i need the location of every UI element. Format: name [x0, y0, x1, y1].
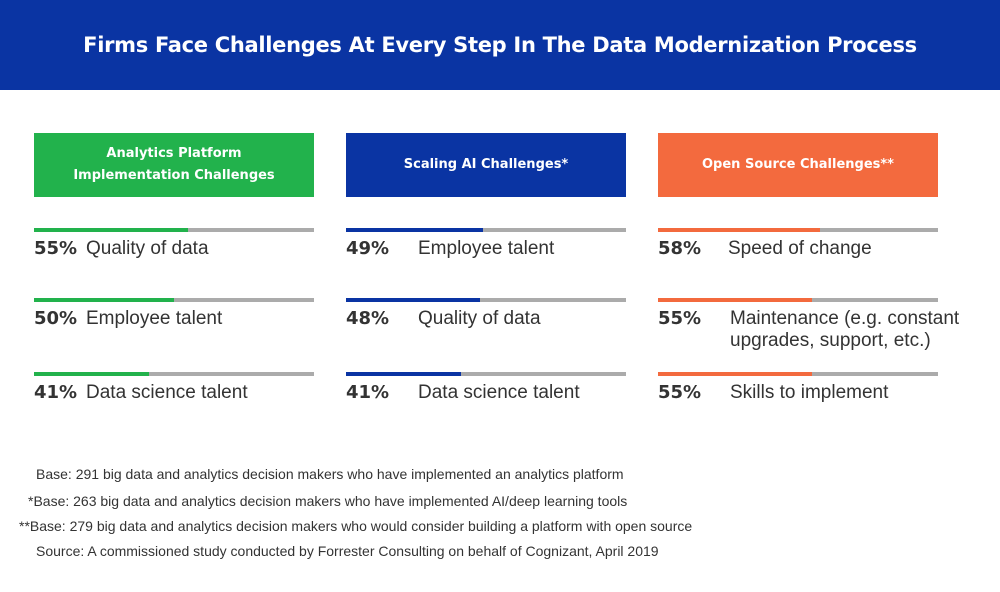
bar	[346, 228, 484, 232]
page-title: Firms Face Challenges At Every Step In T…	[83, 33, 917, 57]
category-label: Speed of change	[728, 238, 872, 259]
bar-track	[346, 228, 626, 232]
category-label: Maintenance (e.g. constant upgrades, sup…	[730, 308, 960, 351]
chart-title-analytics-platform: Analytics Platform Implementation Challe…	[34, 133, 314, 197]
data-label: 55%	[34, 238, 78, 259]
bar-track	[346, 298, 626, 302]
bar	[658, 228, 821, 232]
bar	[34, 298, 174, 302]
bar-track	[34, 298, 314, 302]
data-label: 41%	[346, 382, 390, 403]
footnote-base-open-source: **Base: 279 big data and analytics decis…	[19, 518, 693, 534]
category-label: Quality of data	[418, 308, 541, 329]
bar-track	[34, 372, 314, 376]
bar	[658, 372, 812, 376]
data-label: 49%	[346, 238, 390, 259]
chart-title-open-source: Open Source Challenges**	[658, 133, 938, 197]
data-label: 58%	[658, 238, 702, 259]
data-label: 41%	[34, 382, 78, 403]
category-label: Data science talent	[418, 382, 580, 403]
category-label: Employee talent	[418, 238, 555, 259]
footnote-source: Source: A commissioned study conducted b…	[36, 543, 659, 559]
chart-column-open-source: Open Source Challenges** 58% Speed of chan…	[658, 133, 959, 403]
chart-column-analytics-platform: Analytics Platform Implementation Challe…	[34, 133, 314, 403]
bar	[34, 372, 149, 376]
title-banner: Firms Face Challenges At Every Step In T…	[0, 0, 1000, 90]
bar	[34, 228, 188, 232]
data-label: 55%	[658, 382, 702, 403]
footnote-base: Base: 291 big data and analytics decisio…	[36, 466, 624, 482]
bar	[658, 298, 812, 302]
category-label: Data science talent	[86, 382, 248, 403]
data-label: 48%	[346, 308, 390, 329]
category-label: Skills to implement	[730, 382, 889, 403]
category-label: Quality of data	[86, 238, 209, 259]
chart-title-scaling-ai: Scaling AI Challenges*	[346, 133, 626, 197]
data-label: 50%	[34, 308, 78, 329]
data-label: 55%	[658, 308, 702, 329]
bar-track	[346, 372, 626, 376]
chart-column-scaling-ai: Scaling AI Challenges* 49% Employee talent…	[346, 133, 626, 403]
category-label: Employee talent	[86, 308, 223, 329]
bar	[346, 298, 481, 302]
bar	[346, 372, 461, 376]
footnote-base-ai: *Base: 263 big data and analytics decisi…	[28, 493, 628, 509]
